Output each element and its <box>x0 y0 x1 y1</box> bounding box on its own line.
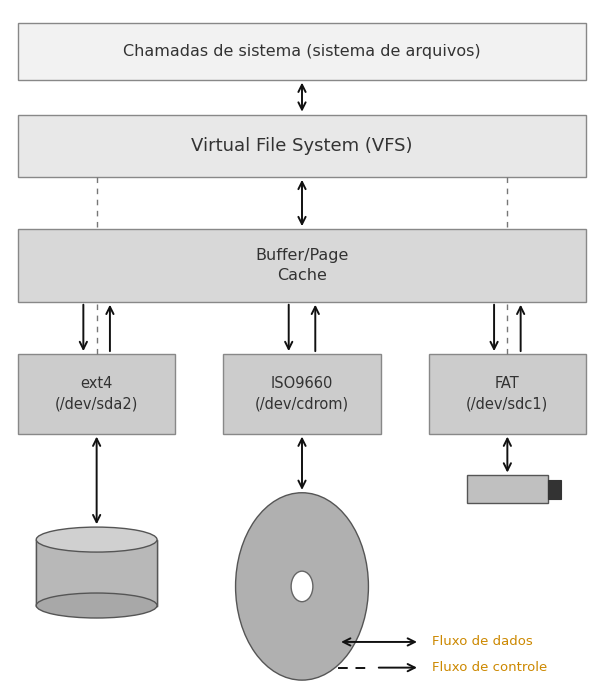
Ellipse shape <box>36 593 157 618</box>
Ellipse shape <box>236 493 368 680</box>
Text: Buffer/Page
Cache: Buffer/Page Cache <box>255 248 349 283</box>
Text: ext4
(/dev/sda2): ext4 (/dev/sda2) <box>55 376 138 412</box>
Bar <box>18 229 586 302</box>
Text: Fluxo de dados: Fluxo de dados <box>432 636 533 648</box>
Ellipse shape <box>291 571 313 602</box>
Bar <box>18 354 175 434</box>
Text: Virtual File System (VFS): Virtual File System (VFS) <box>191 137 413 155</box>
Bar <box>548 480 562 499</box>
Text: ISO9660
(/dev/cdrom): ISO9660 (/dev/cdrom) <box>255 376 349 412</box>
Text: Fluxo de controle: Fluxo de controle <box>432 661 547 674</box>
Bar <box>223 354 381 434</box>
Bar <box>429 354 586 434</box>
Bar <box>466 475 548 503</box>
Text: Chamadas de sistema (sistema de arquivos): Chamadas de sistema (sistema de arquivos… <box>123 44 481 59</box>
Bar <box>18 23 586 80</box>
Text: FAT
(/dev/sdc1): FAT (/dev/sdc1) <box>466 376 548 412</box>
Bar <box>18 115 586 177</box>
Ellipse shape <box>36 527 157 552</box>
Bar <box>36 540 157 605</box>
